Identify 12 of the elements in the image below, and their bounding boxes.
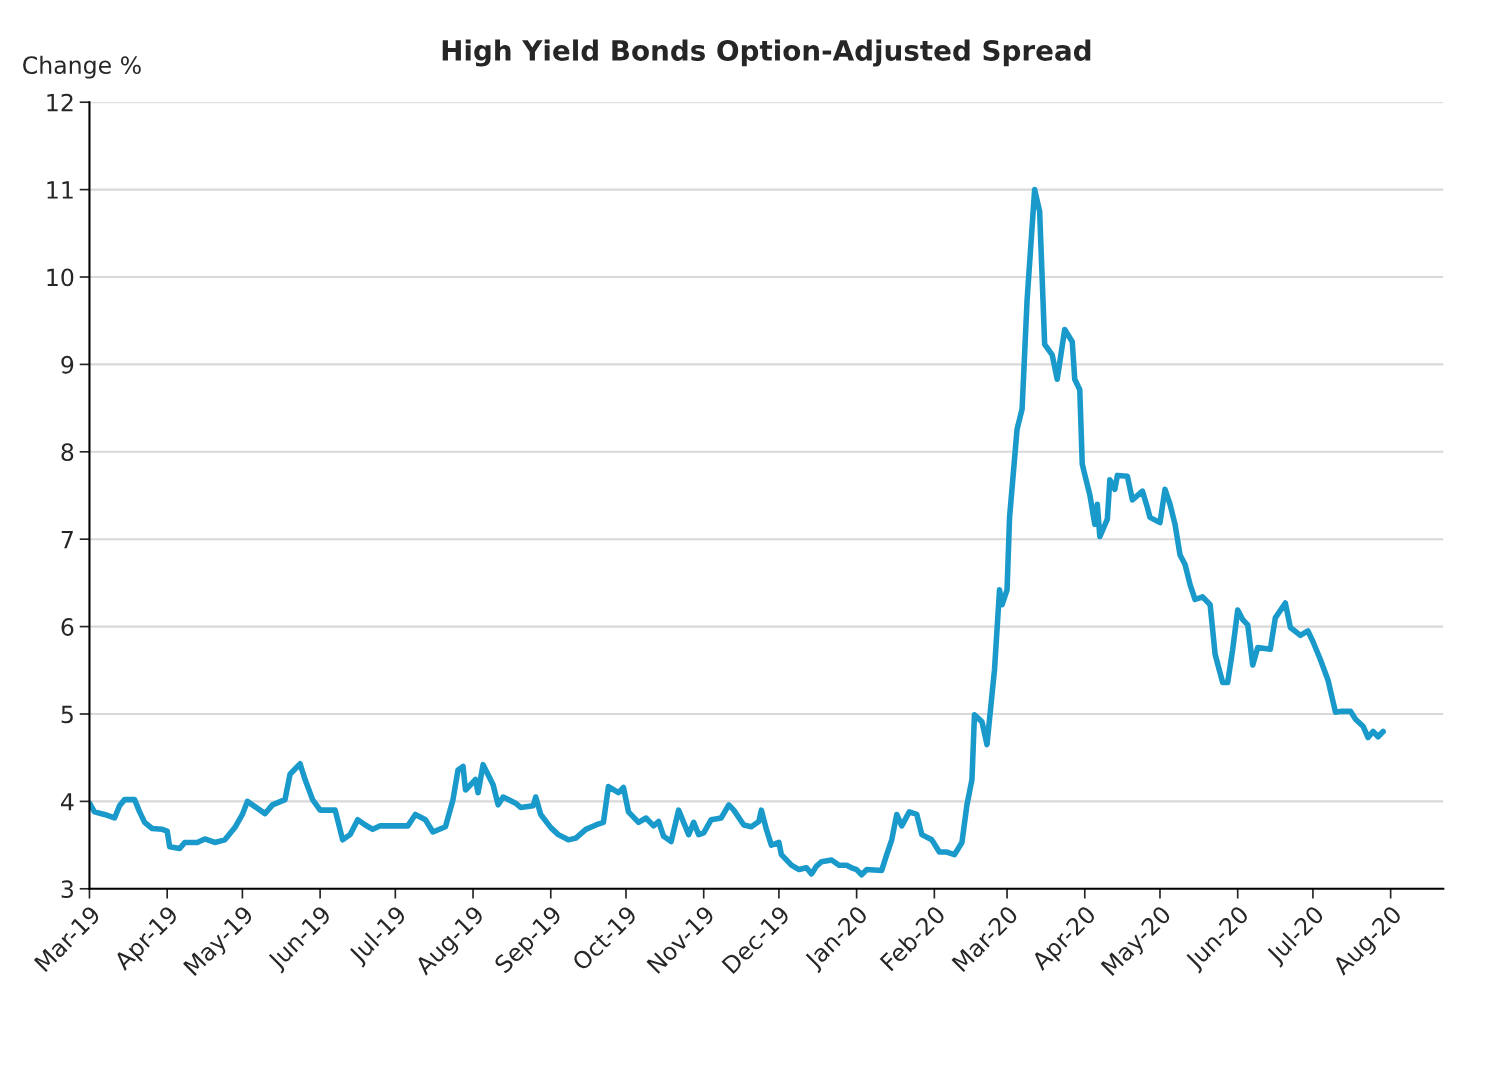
- chart-title: High Yield Bonds Option-Adjusted Spread: [442, 39, 1091, 67]
- y-tick-label: 8: [61, 443, 74, 462]
- y-tick-label: 7: [61, 530, 73, 549]
- y-tick-label: 11: [47, 181, 73, 199]
- y-axis-title: Change %: [23, 55, 141, 79]
- y-tick-label: 9: [61, 355, 74, 374]
- y-tick-label: 6: [61, 618, 74, 636]
- y-tick-label: 5: [61, 705, 73, 724]
- y-tick-label: 4: [61, 793, 74, 811]
- y-tick-label: 12: [47, 93, 73, 112]
- y-tick-label: 10: [47, 268, 74, 287]
- y-tick-label: 3: [61, 880, 73, 899]
